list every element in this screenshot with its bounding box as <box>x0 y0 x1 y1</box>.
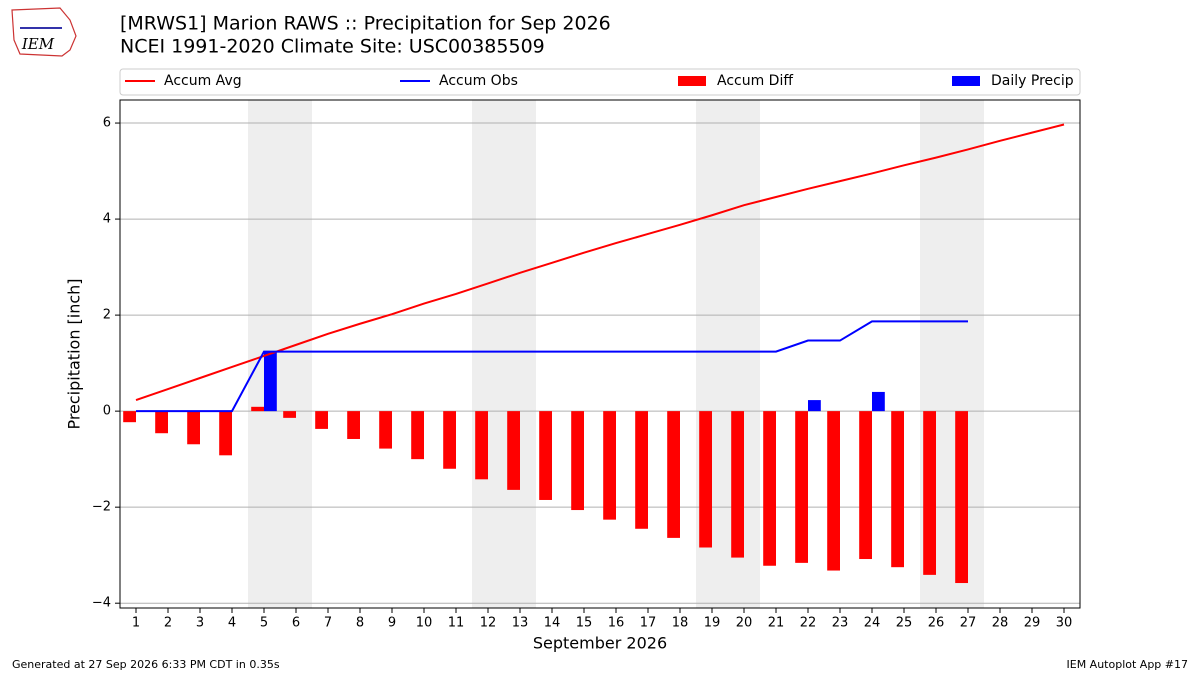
bar <box>872 391 885 412</box>
footer-left: Generated at 27 Sep 2026 6:33 PM CDT in … <box>12 658 280 671</box>
line <box>136 320 968 413</box>
bar <box>827 411 840 571</box>
x-tick-label: 4 <box>228 616 236 631</box>
x-tick-label: 6 <box>292 616 300 631</box>
legend-swatch <box>678 76 706 86</box>
x-tick-label: 30 <box>1056 616 1073 631</box>
bar <box>264 351 277 412</box>
chart-title: [MRWS1] Marion RAWS :: Precipitation for… <box>120 13 611 35</box>
bar <box>187 411 200 445</box>
bar <box>443 411 456 469</box>
bar <box>219 411 232 456</box>
bar <box>315 411 328 429</box>
x-tick-label: 19 <box>704 616 721 631</box>
x-tick-label: 27 <box>960 616 977 631</box>
bar <box>603 411 616 520</box>
bar <box>123 411 136 423</box>
legend-label: Daily Precip <box>991 73 1074 89</box>
legend-box <box>119 68 1081 96</box>
bar <box>571 411 584 511</box>
x-tick-label: 17 <box>640 616 657 631</box>
y-tick-label: 6 <box>103 116 111 131</box>
weekend-band <box>248 100 312 608</box>
x-tick-label: 15 <box>576 616 593 631</box>
legend-swatch <box>952 76 980 86</box>
logo-outline <box>11 7 77 57</box>
weekend-band <box>472 100 536 608</box>
x-tick-label: 2 <box>164 616 172 631</box>
logo-text: IEM <box>21 35 55 53</box>
x-tick-label: 11 <box>448 616 465 631</box>
footer-right: IEM Autoplot App #17 <box>1067 658 1189 671</box>
x-tick-label: 3 <box>196 616 204 631</box>
y-tick-label: 4 <box>103 212 111 227</box>
y-tick-label: −2 <box>92 500 111 515</box>
bar <box>955 411 968 584</box>
y-tick-label: 2 <box>103 308 111 323</box>
x-tick-label: 14 <box>544 616 561 631</box>
bar <box>699 411 712 548</box>
x-tick-label: 16 <box>608 616 625 631</box>
legend-label: Accum Diff <box>717 73 793 89</box>
x-tick-label: 8 <box>356 616 364 631</box>
bar <box>731 411 744 558</box>
x-tick-label: 7 <box>324 616 332 631</box>
x-tick-label: 5 <box>260 616 268 631</box>
bar <box>795 411 808 563</box>
x-tick-label: 20 <box>736 616 753 631</box>
bar <box>667 411 680 538</box>
chart-subtitle: NCEI 1991-2020 Climate Site: USC00385509 <box>120 36 545 58</box>
x-tick-label: 21 <box>768 616 785 631</box>
legend-label: Accum Obs <box>439 73 518 89</box>
x-tick-label: 18 <box>672 616 689 631</box>
plot-frame <box>119 99 1081 609</box>
y-axis-label: Precipitation [inch] <box>65 278 84 429</box>
bar <box>808 400 821 412</box>
bar <box>635 411 648 529</box>
x-tick-label: 25 <box>896 616 913 631</box>
bar <box>507 411 520 490</box>
line <box>135 123 1065 402</box>
bar <box>347 411 360 439</box>
x-tick-label: 23 <box>832 616 849 631</box>
x-tick-label: 22 <box>800 616 817 631</box>
x-tick-label: 1 <box>132 616 140 631</box>
bar <box>251 406 264 412</box>
x-axis-label: September 2026 <box>533 634 667 653</box>
x-tick-label: 12 <box>480 616 497 631</box>
logo: IEM <box>11 7 77 57</box>
bar <box>411 411 424 460</box>
x-tick-label: 24 <box>864 616 881 631</box>
legend-label: Accum Avg <box>164 73 242 89</box>
x-tick-label: 28 <box>992 616 1009 631</box>
x-tick-label: 29 <box>1024 616 1041 631</box>
bar <box>763 411 776 566</box>
bar <box>379 411 392 449</box>
bar <box>891 411 904 568</box>
y-tick-label: −4 <box>92 596 111 611</box>
x-tick-label: 13 <box>512 616 529 631</box>
x-tick-label: 9 <box>388 616 396 631</box>
bar <box>923 411 936 575</box>
x-tick-label: 10 <box>416 616 433 631</box>
bar <box>859 411 872 560</box>
bar <box>283 411 296 418</box>
weekend-shading <box>248 100 984 608</box>
bar <box>539 411 552 500</box>
bar <box>155 411 168 434</box>
bar <box>475 411 488 480</box>
y-tick-label: 0 <box>103 404 111 419</box>
x-tick-label: 26 <box>928 616 945 631</box>
